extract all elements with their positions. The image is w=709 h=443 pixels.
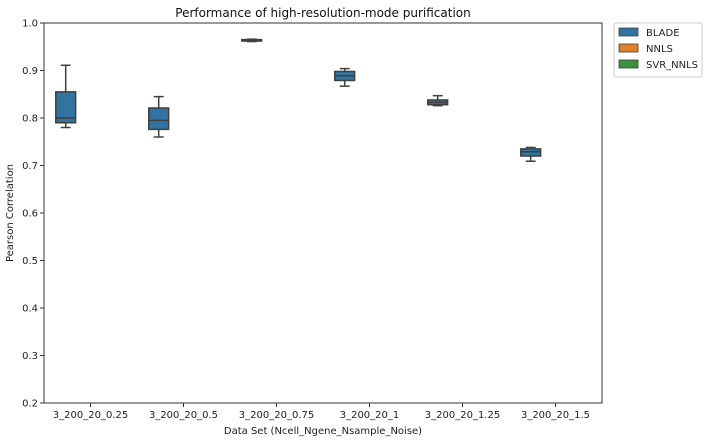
x-tick-label: 3_200_20_1.5 [521, 410, 590, 421]
y-axis-label: Pearson Correlation [5, 164, 16, 262]
y-tick-label: 1.0 [22, 19, 38, 30]
x-tick-label: 3_200_20_0.25 [53, 410, 128, 421]
x-axis-label: Data Set (Ncell_Ngene_Nsample_Noise) [224, 426, 422, 437]
y-tick-label: 0.6 [22, 209, 38, 220]
x-tick-label: 3_200_20_1 [340, 410, 400, 421]
legend-label-svr_nnls: SVR_NNLS [646, 60, 698, 71]
y-tick-label: 0.3 [22, 351, 38, 362]
legend-swatch-nnls [618, 43, 639, 53]
box-blade-4 [427, 94, 449, 107]
legend: BLADE NNLS SVR_NNLS [613, 22, 703, 78]
box-body [55, 91, 77, 124]
x-tick-label: 3_200_20_0.75 [239, 410, 314, 421]
box-blade-1 [148, 95, 170, 138]
y-tick-label: 0.5 [22, 256, 38, 267]
box-body [148, 107, 170, 131]
legend-label-blade: BLADE [646, 28, 680, 39]
chart-title: Performance of high-resolution-mode puri… [175, 6, 470, 20]
box-blade-0 [55, 64, 77, 129]
y-tick-label: 0.2 [22, 399, 38, 410]
x-tick-label: 3_200_20_1.25 [425, 410, 500, 421]
y-tick-label: 0.4 [22, 304, 38, 315]
box-blade-5 [520, 146, 542, 162]
x-tick-label: 3_200_20_0.5 [149, 410, 218, 421]
plot-frame [43, 22, 603, 404]
box-blade-3 [334, 67, 356, 87]
y-tick-label: 0.7 [22, 161, 38, 172]
legend-label-nnls: NNLS [646, 44, 673, 55]
legend-swatch-blade [618, 27, 639, 37]
box-blade-2 [241, 38, 263, 43]
y-tick-label: 0.8 [22, 114, 38, 125]
plot-area: 0.2 0.3 0.4 0.5 0.6 0.7 0.8 0.9 1.0 3_200_20_0.25… [22, 19, 603, 421]
legend-swatch-svr_nnls [618, 59, 639, 69]
y-tick-label: 0.9 [22, 66, 38, 77]
